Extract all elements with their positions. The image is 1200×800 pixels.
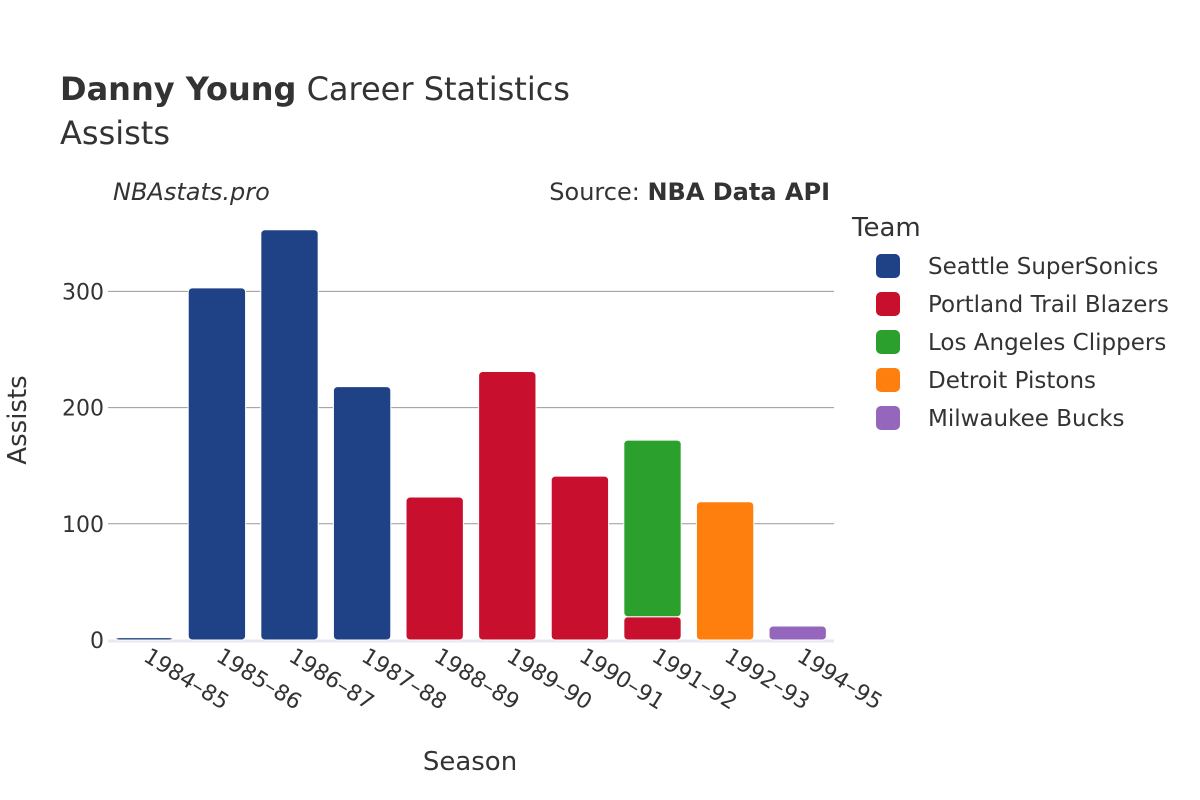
legend-swatch [876,368,900,392]
legend-item[interactable]: Detroit Pistons [876,368,1096,394]
chart-subtitle: Assists [60,114,170,152]
source-credit: Source: NBA Data API [549,178,830,206]
legend-title: Team [851,213,921,243]
legend-label: Milwaukee Bucks [928,406,1125,432]
y-tick-label: 0 [90,629,104,654]
bar [623,616,682,641]
bar [260,229,319,641]
bar [478,371,537,641]
y-axis-ticks: 0 100 200 300 [62,280,104,654]
legend-swatch [876,254,900,278]
legend-label: Los Angeles Clippers [928,330,1166,356]
legend-item[interactable]: Portland Trail Blazers [876,292,1169,318]
bar [768,625,827,641]
source-prefix: Source: [549,178,647,206]
bar [405,496,464,641]
legend: Team Seattle SuperSonics Portland Trail B… [851,213,1169,432]
y-tick-label: 300 [62,280,104,305]
legend-label: Detroit Pistons [928,368,1096,394]
y-tick-label: 100 [62,513,104,538]
legend-label: Portland Trail Blazers [928,292,1169,318]
source-name: NBA Data API [647,178,830,206]
chart-title: Danny Young Career Statistics [60,70,570,108]
y-tick-label: 200 [62,397,104,422]
bar [332,386,392,641]
legend-item[interactable]: Milwaukee Bucks [876,406,1125,432]
bar [550,475,610,641]
watermark: NBAstats.pro [113,178,270,206]
legend-label: Seattle SuperSonics [928,254,1158,280]
bar [115,637,174,641]
chart-title-rest: Career Statistics [296,70,570,108]
bar [695,501,755,641]
legend-item[interactable]: Seattle SuperSonics [876,254,1158,280]
y-axis-title: Assists [3,375,33,464]
bar [623,439,682,618]
legend-items: Seattle SuperSonics Portland Trail Blazer… [876,254,1169,432]
chart-title-player: Danny Young [60,70,296,108]
x-axis-title: Season [423,747,517,777]
bars [115,229,827,641]
legend-swatch [876,330,900,354]
legend-item[interactable]: Los Angeles Clippers [876,330,1166,356]
legend-swatch [876,292,900,316]
bar [187,287,247,641]
x-axis-ticks: 1984–851985–861986–871987–881988–891989–… [139,644,886,716]
legend-swatch [876,406,900,430]
